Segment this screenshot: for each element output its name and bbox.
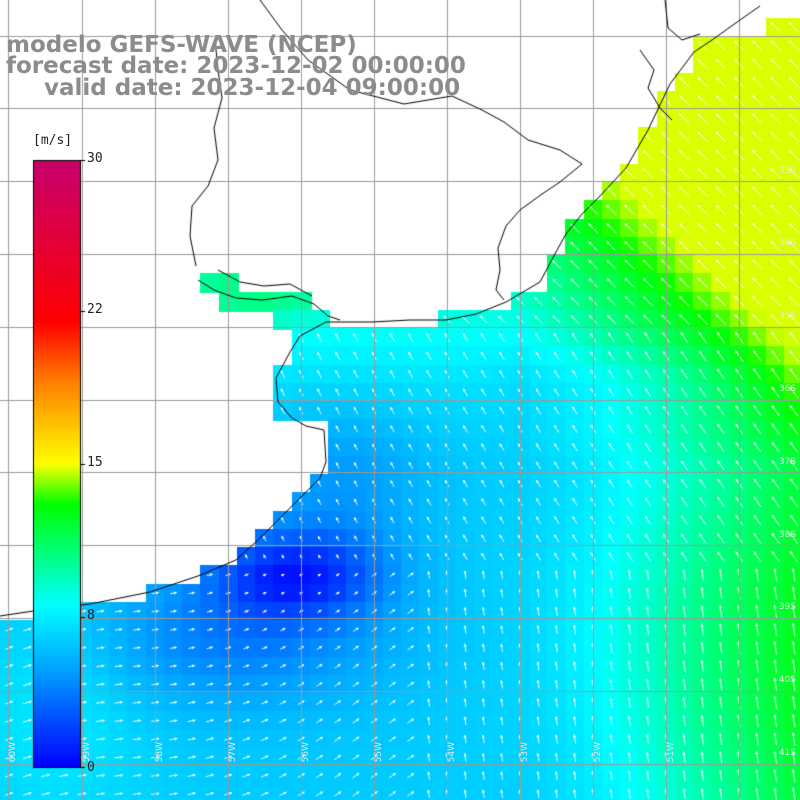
lon-label: 54W	[447, 742, 457, 763]
colorbar-tick-30: 30	[87, 151, 103, 166]
colorbar-tick-0: 0	[87, 760, 95, 775]
lon-label: 55W	[374, 742, 384, 763]
lon-label: 60W	[8, 742, 18, 763]
colorbar-tick-22: 22	[87, 302, 103, 317]
lon-label: 52W	[593, 742, 603, 763]
valid-date: valid date: 2023-12-04 09:00:00	[44, 75, 461, 101]
colorbar-tick-15: 15	[87, 455, 103, 470]
lon-label: 58W	[155, 742, 165, 763]
forecast-date: forecast date: 2023-12-02 00:00:00	[6, 53, 466, 79]
lat-label: 37S	[778, 457, 796, 467]
lon-label: 53W	[520, 742, 530, 763]
lon-label: 56W	[301, 742, 311, 763]
lat-label: 38S	[778, 530, 796, 540]
lat-label: 40S	[778, 675, 796, 685]
colorbar-unit: [m/s]	[33, 133, 73, 148]
lat-label: 36S	[778, 384, 796, 394]
lat-label: 39S	[778, 602, 796, 612]
colorbar-tick-8: 8	[87, 608, 95, 623]
lat-label: 34S	[778, 238, 796, 248]
model-title: modelo GEFS-WAVE (NCEP)	[6, 32, 357, 58]
lat-label: 35S	[778, 311, 796, 321]
lon-label: 57W	[228, 742, 238, 763]
lat-label: 33S	[778, 166, 796, 176]
lon-label: 51W	[666, 742, 676, 763]
lat-label: 41S	[778, 748, 796, 758]
lon-label: 59W	[82, 742, 92, 763]
